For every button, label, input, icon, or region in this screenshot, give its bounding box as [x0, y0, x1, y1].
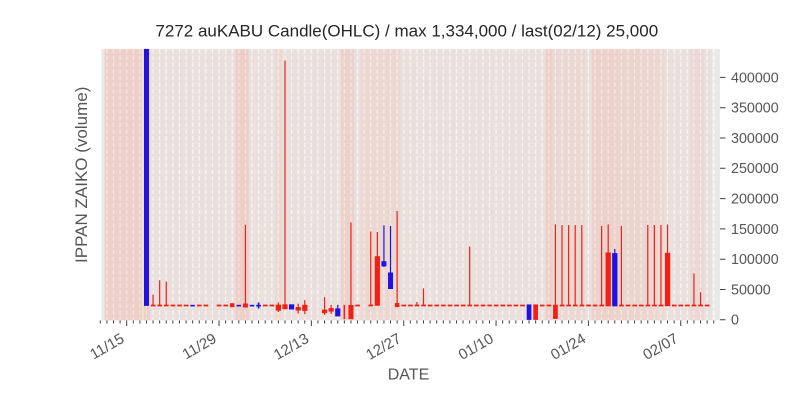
svg-text:300000: 300000 — [731, 131, 779, 147]
svg-text:12/27: 12/27 — [363, 330, 404, 363]
svg-text:02/07: 02/07 — [640, 330, 681, 363]
svg-text:400000: 400000 — [731, 70, 779, 86]
svg-text:350000: 350000 — [731, 101, 779, 117]
svg-text:250000: 250000 — [731, 161, 779, 177]
svg-text:200000: 200000 — [731, 192, 779, 208]
svg-text:7272 auKABU Candle(OHLC) / max: 7272 auKABU Candle(OHLC) / max 1,334,000… — [155, 21, 658, 40]
svg-text:DATE: DATE — [388, 367, 429, 384]
svg-text:0: 0 — [731, 313, 739, 329]
svg-text:IPPAN ZAIKO (volume): IPPAN ZAIKO (volume) — [72, 87, 91, 263]
svg-text:150000: 150000 — [731, 222, 779, 238]
svg-text:12/13: 12/13 — [271, 330, 312, 363]
svg-text:100000: 100000 — [731, 252, 779, 268]
svg-text:01/24: 01/24 — [548, 330, 589, 363]
svg-text:11/15: 11/15 — [87, 330, 127, 363]
svg-text:01/10: 01/10 — [456, 330, 497, 363]
svg-text:50000: 50000 — [731, 282, 771, 298]
svg-text:11/29: 11/29 — [179, 330, 219, 363]
